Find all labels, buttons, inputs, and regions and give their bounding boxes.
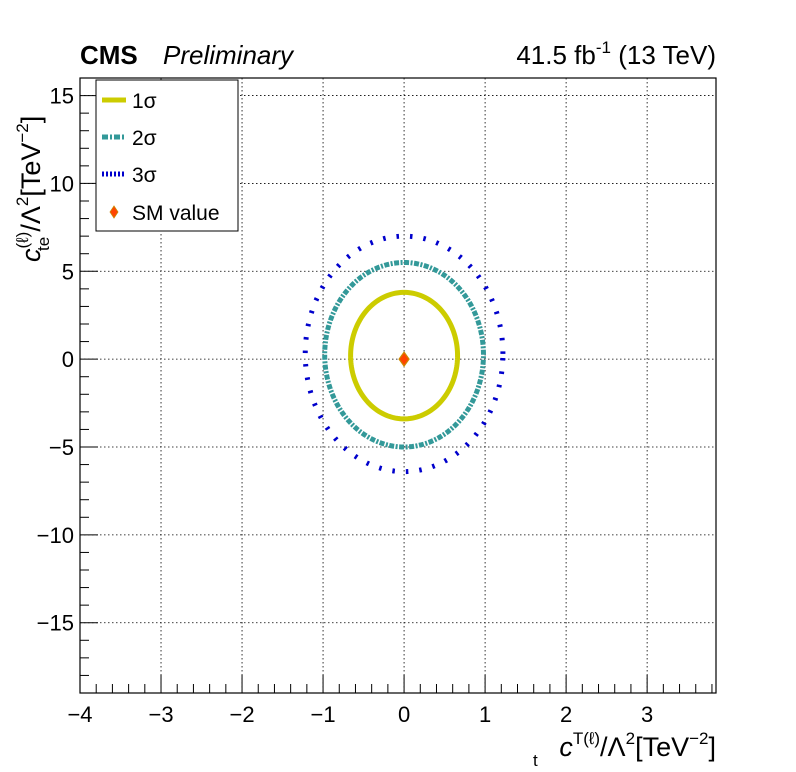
x-tick-label: 3 <box>641 702 653 727</box>
legend-marker-sm <box>109 205 119 219</box>
x-axis-title-subscript: t <box>533 751 538 770</box>
legend-box <box>95 79 239 232</box>
legend: 1σ 2σ 3σ SM value <box>95 79 239 232</box>
status-label: Preliminary <box>163 40 295 70</box>
x-axis-title: cT(ℓ)/Λ2[TeV−2] <box>559 729 716 762</box>
x-tick-label: 2 <box>560 702 572 727</box>
contour-1sigma <box>348 289 461 422</box>
y-axis-title-subscript: te <box>34 237 53 251</box>
x-tick-label: −1 <box>311 702 336 727</box>
legend-label-sm: SM value <box>132 202 220 225</box>
plot-frame <box>79 77 717 694</box>
axis-ticks <box>79 77 713 694</box>
luminosity-label: 41.5 fb-1 (13 TeV) <box>516 38 716 70</box>
x-tick-label: 1 <box>479 702 491 727</box>
y-tick-label: 10 <box>50 171 74 196</box>
legend-label-2sigma: 2σ <box>132 127 157 150</box>
x-tick-label: −4 <box>67 702 92 727</box>
y-tick-label: −15 <box>37 611 74 636</box>
legend-label-1sigma: 1σ <box>132 90 157 113</box>
contour-2sigma <box>322 259 486 450</box>
y-axis-title: c(ℓ)/Λ2[TeV−2] <box>13 116 46 262</box>
sm-marker <box>398 351 410 368</box>
experiment-label: CMS <box>80 40 138 70</box>
y-tick-label: 5 <box>62 259 74 284</box>
y-tick-label: −5 <box>49 435 74 460</box>
y-tick-label: 15 <box>50 84 74 109</box>
x-tick-labels: −4 −3 −2 −1 0 1 2 3 <box>67 702 653 727</box>
contours <box>302 233 506 475</box>
y-tick-label: −10 <box>37 523 74 548</box>
x-tick-label: 0 <box>398 702 410 727</box>
legend-label-3sigma: 3σ <box>132 164 157 187</box>
x-tick-label: −2 <box>229 702 254 727</box>
sm-marker-group <box>398 351 410 368</box>
y-tick-label: 0 <box>62 347 74 372</box>
y-tick-labels: −15 −10 −5 0 5 10 15 <box>37 84 74 636</box>
x-tick-label: −3 <box>148 702 173 727</box>
